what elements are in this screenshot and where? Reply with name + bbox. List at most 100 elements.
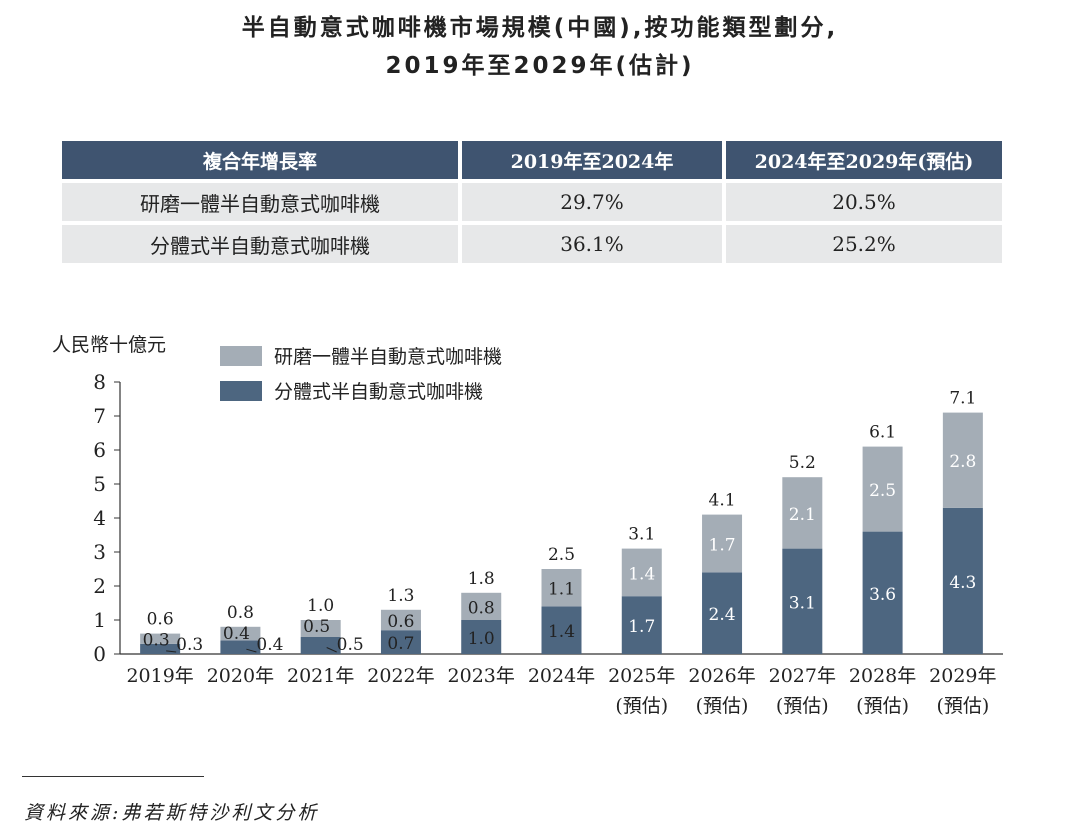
x-tick-label: 2027年: [769, 665, 836, 687]
legend-swatch: [220, 346, 262, 366]
y-tick-label: 7: [93, 404, 106, 428]
bar-segment-split: [380, 630, 421, 654]
y-tick-label: 5: [93, 472, 106, 496]
bar-value-label-integrated: 1.7: [709, 536, 736, 556]
cagr-value: 29.7%: [462, 183, 722, 221]
source-note: 資料來源:弗若斯特沙利文分析: [24, 802, 320, 824]
bar-segment-integrated: [220, 626, 261, 641]
bar-total-label: 1.0: [307, 596, 334, 616]
bar-value-label-split: 1.7: [628, 617, 655, 637]
bar-segment-integrated: [140, 633, 181, 644]
bar-value-label-split: 1.0: [468, 629, 495, 649]
bar-value-label-split: 0.3: [176, 635, 203, 655]
bar-segment-split: [541, 606, 582, 654]
x-tick-label: 2020年: [207, 665, 274, 687]
cagr-header-row: 複合年增長率 2019年至2024年 2024年至2029年(預估): [62, 141, 1002, 179]
cagr-header-label: 複合年增長率: [62, 141, 458, 179]
bar-total-label: 6.1: [869, 423, 896, 443]
bar-value-label-split: 3.6: [869, 585, 896, 605]
bar-total-label: 0.8: [227, 603, 254, 623]
bar-total-label: 3.1: [628, 525, 655, 545]
bar-segment-split: [782, 548, 823, 654]
cagr-table: 複合年增長率 2019年至2024年 2024年至2029年(預估) 研磨一體半…: [58, 137, 1006, 267]
cagr-row-label: 研磨一體半自動意式咖啡機: [62, 183, 458, 221]
bar-segment-integrated: [380, 609, 421, 631]
y-tick-label: 8: [93, 370, 106, 394]
bar-segment-split: [621, 596, 662, 654]
bar-segment-integrated: [461, 592, 502, 620]
x-tick-label: 2019年: [126, 665, 193, 687]
x-tick-label: 2023年: [448, 665, 515, 687]
bar-segment-integrated: [541, 569, 582, 607]
bar-value-label-integrated: 0.8: [468, 598, 495, 618]
y-tick-label: 0: [93, 642, 106, 666]
bar-segment-integrated: [300, 620, 341, 637]
bar-value-label-integrated: 2.5: [869, 481, 896, 501]
x-tick-label: 2026年: [688, 665, 755, 687]
footnote-divider: [22, 776, 204, 777]
x-tick-sublabel: (預估): [696, 695, 749, 717]
bar-segment-split: [702, 572, 743, 654]
bar-total-label: 1.8: [468, 569, 495, 589]
bar-value-label-split: 0.5: [337, 635, 364, 655]
y-axis-title: 人民幣十億元: [52, 334, 166, 356]
y-tick-label: 3: [93, 540, 106, 564]
x-tick-label: 2028年: [849, 665, 916, 687]
x-tick-label: 2024年: [528, 665, 595, 687]
bar-label-leader: [166, 650, 177, 653]
chart-title-line-2: 2019年至2029年(估計): [385, 53, 695, 79]
bar-segment-split: [942, 507, 983, 654]
bar-total-label: 1.3: [387, 586, 414, 606]
legend-swatch: [220, 381, 262, 401]
bar-segment-integrated: [862, 446, 903, 532]
y-tick-label: 2: [93, 574, 106, 598]
bar-value-label-split: 0.7: [387, 634, 414, 654]
cagr-value: 25.2%: [726, 225, 1002, 263]
bar-segment-split: [140, 643, 181, 654]
bar-label-leader: [246, 648, 257, 653]
bar-total-label: 4.1: [709, 491, 736, 511]
bar-value-label-integrated: 0.6: [387, 612, 414, 632]
bar-value-label-integrated: 0.4: [223, 624, 250, 644]
bar-value-label-integrated: 2.1: [789, 505, 816, 525]
x-tick-label: 2021年: [287, 665, 354, 687]
bar-value-label-split: 4.3: [949, 573, 976, 593]
bar-value-label-integrated: 1.4: [628, 564, 655, 584]
bar-total-label: 7.1: [949, 389, 976, 409]
bar-total-label: 0.6: [147, 610, 174, 630]
legend-label: 研磨一體半自動意式咖啡機: [274, 346, 502, 368]
bar-value-label-integrated: 0.5: [303, 617, 330, 637]
bar-total-label: 2.5: [548, 545, 575, 565]
cagr-row-label: 分體式半自動意式咖啡機: [62, 225, 458, 263]
cagr-header-period-1: 2019年至2024年: [462, 141, 722, 179]
bar-value-label-integrated: 2.8: [949, 452, 976, 472]
cagr-row: 分體式半自動意式咖啡機 36.1% 25.2%: [62, 225, 1002, 263]
y-tick-label: 6: [93, 438, 106, 462]
bar-label-leader: [326, 647, 337, 653]
legend-label: 分體式半自動意式咖啡機: [274, 381, 483, 403]
cagr-value: 36.1%: [462, 225, 722, 263]
bar-segment-integrated: [621, 548, 662, 597]
x-tick-label: 2029年: [929, 665, 996, 687]
bar-total-label: 5.2: [789, 453, 816, 473]
bar-segment-split: [862, 531, 903, 654]
x-tick-sublabel: (預估): [776, 695, 829, 717]
x-tick-sublabel: (預估): [936, 695, 989, 717]
bar-value-label-split: 1.4: [548, 622, 575, 642]
x-tick-sublabel: (預估): [856, 695, 909, 717]
y-tick-label: 4: [93, 506, 106, 530]
chart-title-line-1: 半自動意式咖啡機市場規模(中國),按功能類型劃分,: [241, 15, 839, 41]
cagr-header-period-2: 2024年至2029年(預估): [726, 141, 1002, 179]
y-tick-label: 1: [93, 608, 106, 632]
bar-value-label-split: 0.4: [256, 635, 283, 655]
x-tick-label: 2022年: [367, 665, 434, 687]
bar-segment-integrated: [782, 477, 823, 549]
cagr-row: 研磨一體半自動意式咖啡機 29.7% 20.5%: [62, 183, 1002, 221]
bar-value-label-integrated: 1.1: [548, 580, 575, 600]
x-tick-sublabel: (預估): [615, 695, 668, 717]
bar-value-label-split: 2.4: [709, 605, 736, 625]
x-tick-label: 2025年: [608, 665, 675, 687]
bar-segment-integrated: [942, 412, 983, 508]
bar-segment-split: [461, 620, 502, 654]
